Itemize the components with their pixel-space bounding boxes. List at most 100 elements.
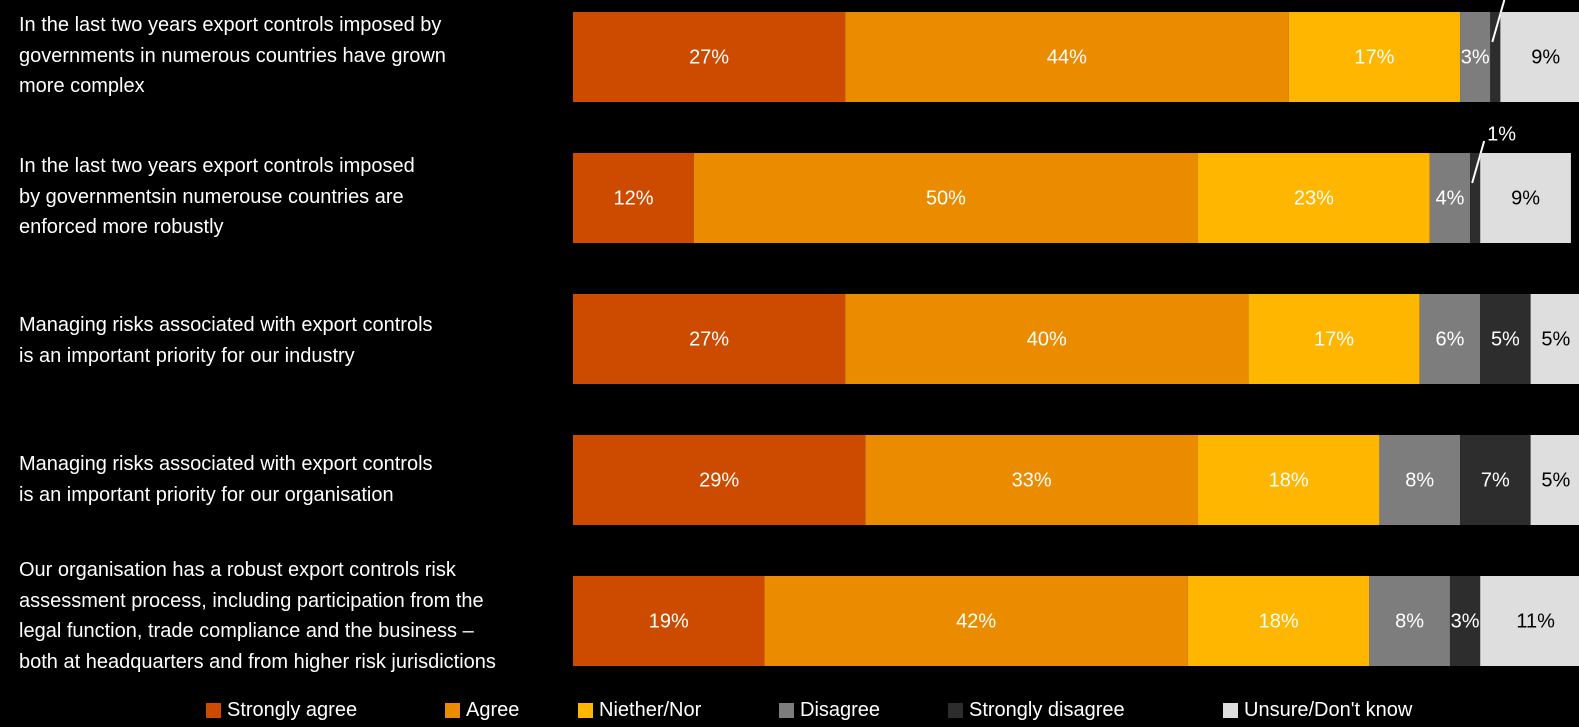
data-label: 29%: [699, 469, 739, 491]
legend-item: Strongly disagree: [948, 699, 1125, 722]
category-label-3: Managing risks associated with export co…: [19, 310, 433, 371]
bar-segment: [1248, 294, 1420, 384]
data-label: 8%: [1405, 469, 1434, 491]
category-label-line: both at headquarters and from higher ris…: [19, 650, 496, 673]
category-label-line: more complex: [19, 75, 145, 97]
leader-line: [1491, 0, 1506, 43]
data-label: 18%: [1259, 610, 1299, 632]
data-label: 5%: [1541, 328, 1570, 350]
data-label: 18%: [1269, 469, 1309, 491]
bar-segment: [1500, 12, 1579, 102]
legend-item: Niether/Nor: [578, 699, 701, 722]
bar-segment: [573, 576, 765, 666]
bar-segment: [1379, 435, 1461, 525]
bar-segment: [573, 12, 846, 102]
bar-segment: [573, 435, 866, 525]
bar-segment: [1197, 153, 1430, 243]
bar-segment: [1530, 435, 1579, 525]
category-label-line: In the last two years export controls im…: [19, 155, 415, 177]
legend-label: Strongly agree: [227, 699, 358, 721]
data-label: 40%: [1027, 328, 1067, 350]
legend-item: Disagree: [779, 699, 880, 722]
data-label: 12%: [613, 187, 653, 209]
data-label: 33%: [1012, 469, 1052, 491]
bar-segment: [1530, 294, 1579, 384]
bar-segment: [845, 294, 1249, 384]
data-label: 11%: [1516, 610, 1555, 632]
bar-segment: [1480, 576, 1579, 666]
data-label: 42%: [956, 610, 996, 632]
data-label: 17%: [1314, 328, 1354, 350]
bar-segment: [1480, 294, 1531, 384]
data-label: 44%: [1047, 46, 1087, 68]
bar-segment: [1419, 294, 1481, 384]
stacked-bar-chart: 27% 44% 17% 3% 1% 9% 12% 50% 23% 4% 1% 9% 27% 40% 17% 6…: [573, 0, 1579, 666]
category-label-5: Our organisation has a robust export con…: [19, 555, 496, 677]
data-label: 27%: [689, 46, 729, 68]
bar-segment: [693, 153, 1198, 243]
legend-swatch: [578, 703, 593, 718]
data-label: 1%: [1507, 0, 1536, 4]
category-label-line: legal function, trade compliance and the…: [19, 620, 474, 642]
legend: Strongly agree Agree Niether/Nor Disagree St…: [0, 699, 1579, 727]
bar-segment: [573, 294, 846, 384]
category-label-1: In the last two years export controls im…: [19, 10, 446, 102]
category-label-line: enforced more robustly: [19, 216, 224, 238]
bar-segment: [845, 12, 1289, 102]
legend-label: Agree: [466, 699, 520, 721]
legend-item: Agree: [445, 699, 519, 722]
data-label: 5%: [1541, 469, 1570, 491]
legend-swatch: [445, 703, 460, 718]
legend-label: Disagree: [800, 699, 881, 721]
category-label-4: Managing risks associated with export co…: [19, 449, 433, 510]
data-label: 50%: [926, 187, 966, 209]
legend-swatch: [948, 703, 963, 718]
bar-segment: [1449, 576, 1481, 666]
legend-swatch: [779, 703, 794, 718]
data-label: 7%: [1481, 469, 1510, 491]
bar-segment: [1460, 435, 1531, 525]
data-label: 5%: [1491, 328, 1520, 350]
legend-label: Unsure/Don't know: [1244, 699, 1413, 721]
data-label: 1%: [1487, 123, 1516, 145]
bar-segment: [1288, 12, 1461, 102]
legend-label: Strongly disagree: [969, 699, 1125, 721]
bar-segment: [1470, 153, 1481, 243]
data-label: 4%: [1436, 187, 1465, 209]
data-label: 17%: [1354, 46, 1394, 68]
data-label: 3%: [1451, 610, 1480, 632]
bar-segment: [1460, 12, 1491, 102]
data-label: 3%: [1461, 46, 1490, 68]
bar-segment: [865, 435, 1198, 525]
bar-segment: [573, 153, 694, 243]
category-label-line: by governmentsin numerouse countries are: [19, 185, 404, 208]
leader-line: [1471, 140, 1486, 184]
category-label-line: Managing risks associated with export co…: [19, 314, 433, 336]
bar-segment: [1369, 576, 1450, 666]
category-label-line: In the last two years export controls im…: [19, 14, 442, 36]
category-label-line: Managing risks associated with export co…: [19, 453, 433, 475]
legend-item: Unsure/Don't know: [1223, 699, 1412, 722]
legend-label: Niether/Nor: [599, 699, 702, 721]
legend-swatch: [1223, 703, 1238, 718]
bar-segment: [764, 576, 1188, 666]
bar-segment: [1490, 12, 1501, 102]
data-label: 9%: [1511, 187, 1540, 209]
legend-item: Strongly agree: [206, 699, 357, 722]
data-label: 8%: [1395, 610, 1424, 632]
category-label-2: In the last two years export controls im…: [19, 151, 415, 243]
data-label: 23%: [1294, 187, 1334, 209]
category-label-line: assessment process, including participat…: [19, 589, 484, 612]
data-label: 27%: [689, 328, 729, 350]
data-label: 19%: [649, 610, 689, 632]
legend-swatch: [206, 703, 221, 718]
data-label: 6%: [1436, 328, 1465, 350]
category-label-line: governments in numerous countries have g…: [19, 44, 446, 67]
bar-segment: [1429, 153, 1471, 243]
category-label-line: Our organisation has a robust export con…: [19, 559, 456, 581]
bar-segment: [1187, 576, 1370, 666]
category-label-line: is an important priority for our organis…: [19, 483, 394, 506]
category-label-line: is an important priority for our industr…: [19, 344, 355, 367]
data-label: 9%: [1531, 46, 1560, 68]
bar-segment: [1197, 435, 1380, 525]
